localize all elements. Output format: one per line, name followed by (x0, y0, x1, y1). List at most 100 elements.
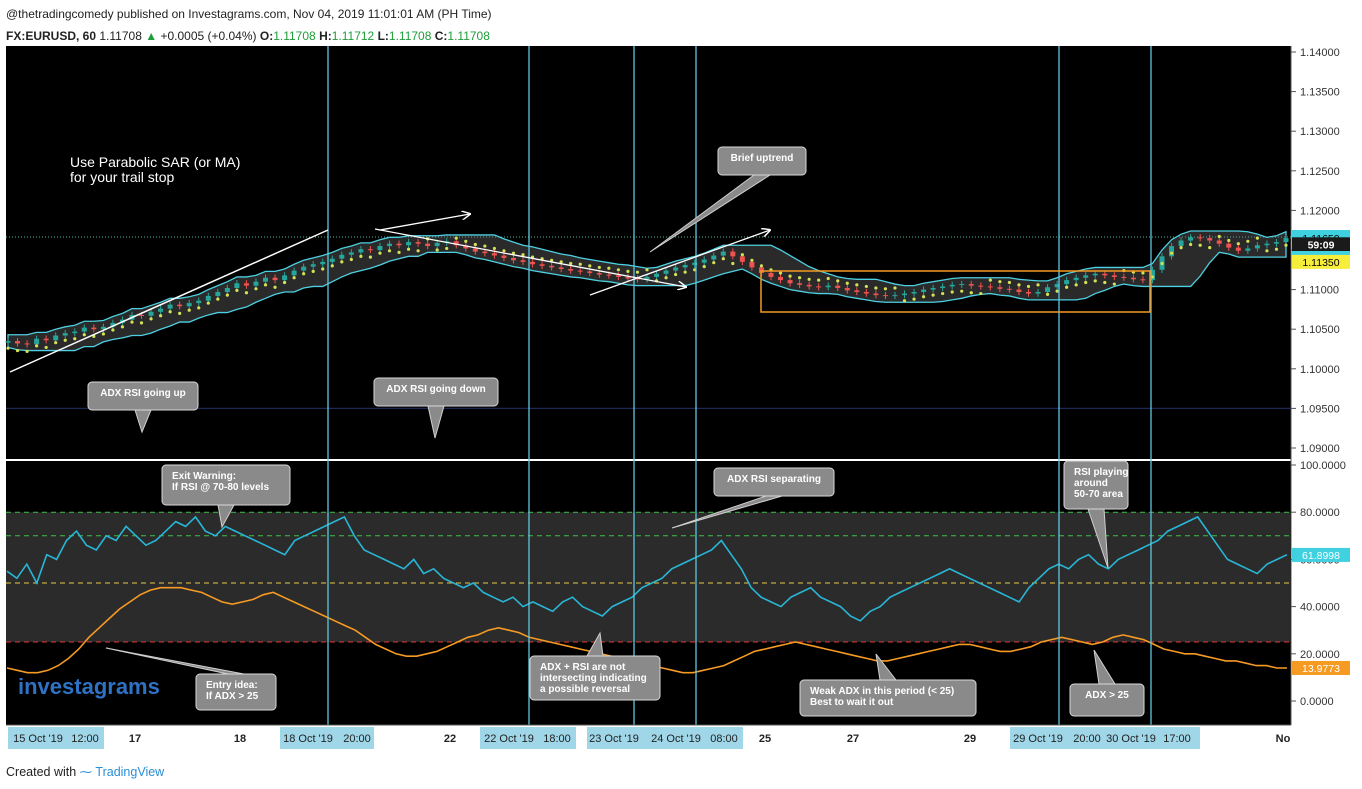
candle-body (472, 248, 478, 252)
candle-body (91, 327, 97, 330)
footer: Created with ⁓ TradingView (6, 764, 164, 779)
tradingview-link[interactable]: TradingView (95, 765, 165, 779)
candle-body (396, 243, 402, 246)
candle-body (358, 249, 364, 253)
sar-dot (311, 269, 315, 273)
callout-not-intersecting-text: intersecting indicating (540, 673, 647, 684)
last-price: 1.11708 (99, 29, 142, 43)
sar-dot (902, 299, 907, 303)
sar-dot (998, 280, 1002, 284)
candle-body (1083, 275, 1089, 278)
x-tick-label: 23 Oct '19 (589, 733, 639, 745)
ohlc-line: FX:EURUSD, 60 1.11708 ▲ +0.0005 (+0.04%)… (6, 29, 490, 43)
chart-canvas[interactable]: 1.140001.135001.130001.125001.120001.115… (0, 46, 1362, 756)
candle-body (1264, 243, 1270, 246)
x-tick-label: 25 (759, 733, 771, 745)
callout-weak-adx-box (799, 679, 977, 717)
change: +0.0005 (+0.04%) (160, 29, 257, 43)
sar-dot (874, 286, 878, 290)
x-label-highlight (480, 727, 576, 749)
candle-body (615, 275, 621, 277)
sar-dot (931, 293, 935, 297)
sar-dot (941, 291, 945, 296)
sar-dot (1284, 243, 1288, 247)
low-label: L: (377, 29, 389, 43)
candle-body (139, 314, 145, 316)
price-tick-label: 1.09500 (1300, 403, 1340, 415)
candle-body (1235, 247, 1241, 251)
candle-body (720, 251, 726, 256)
sar-dot (855, 283, 859, 287)
candle-body (1245, 248, 1251, 251)
price-tick-label: 1.13000 (1300, 126, 1340, 138)
sar-dot (797, 276, 802, 280)
candle-body (673, 267, 679, 271)
low-value: 1.11708 (388, 29, 432, 43)
sar-dot (588, 264, 592, 268)
callout-rsi-playing-text: 50-70 area (1074, 489, 1123, 500)
candle-body (62, 333, 68, 336)
candle-body (911, 291, 917, 294)
callout-entry-idea-text: If ADX > 25 (206, 691, 259, 702)
callout-adx-rsi-down-text: ADX RSI going down (386, 384, 485, 395)
callout-not-intersecting-box (529, 655, 661, 701)
candle-body (568, 269, 574, 271)
sar-dot (406, 247, 411, 251)
candle-body (625, 276, 631, 279)
candle-body (854, 290, 860, 292)
candle-body (758, 267, 764, 273)
callout-adx-25-box (1069, 683, 1145, 717)
x-tick-label: 27 (847, 733, 859, 745)
range-box (760, 270, 1151, 313)
price-tick-label: 1.10000 (1300, 364, 1340, 376)
sar-dot (960, 289, 964, 293)
x-label-highlight (8, 727, 104, 749)
sar-dot (492, 246, 497, 251)
candle-body (1169, 246, 1175, 257)
sar-dot (550, 258, 554, 262)
sar-dot (1045, 292, 1050, 296)
candle-body (320, 261, 326, 265)
x-tick-label: 18:00 (543, 733, 571, 745)
callout-not-intersecting-text: a possible reversal (540, 684, 630, 695)
downtrend-arrow (374, 228, 686, 287)
sar-dot (626, 269, 630, 273)
candle-body (1216, 240, 1222, 244)
candle-body (558, 267, 564, 270)
sar-dot (6, 346, 10, 350)
callout-adx-rsi-separating-text: ADX RSI separating (727, 474, 821, 485)
candle-body (749, 261, 755, 268)
sar-dot (883, 287, 888, 291)
sar-dot (54, 341, 58, 345)
x-tick-label: 29 Oct '19 (1013, 733, 1063, 745)
sar-dot (187, 308, 191, 312)
sar-dot (101, 332, 105, 336)
candle-body (463, 245, 469, 249)
x-tick-label: 24 Oct '19 (651, 733, 701, 745)
callout-adx-rsi-up-box (87, 381, 199, 411)
callout-weak-adx: Weak ADX in this period (< 25)Best to wa… (799, 653, 977, 717)
candle-body (549, 265, 555, 268)
ind-tick-label: 80.0000 (1300, 507, 1340, 519)
callout-not-intersecting-text: ADX + RSI are not (540, 662, 626, 673)
ind-label: 13.9773 (1302, 663, 1340, 675)
candle-body (434, 242, 440, 247)
sar-dot (73, 337, 77, 341)
sar-dot (1198, 243, 1202, 247)
sar-dot (645, 268, 649, 272)
candle-body (1283, 238, 1289, 243)
open-value: 1.11708 (273, 29, 316, 43)
candle-body (882, 295, 888, 297)
callout-adx-rsi-separating: ADX RSI separating (671, 467, 835, 529)
callout-adx-25: ADX > 25 (1069, 649, 1145, 717)
candle-body (24, 343, 30, 345)
sar-dot (139, 321, 144, 325)
ind-tick-label: 100.0000 (1300, 460, 1346, 472)
candle-body (949, 284, 955, 287)
candle-body (863, 291, 869, 294)
candle-body (654, 273, 660, 277)
ind-label-bg (1292, 547, 1350, 562)
price-tick-label: 1.10500 (1300, 324, 1340, 336)
sar-dot (845, 281, 849, 285)
